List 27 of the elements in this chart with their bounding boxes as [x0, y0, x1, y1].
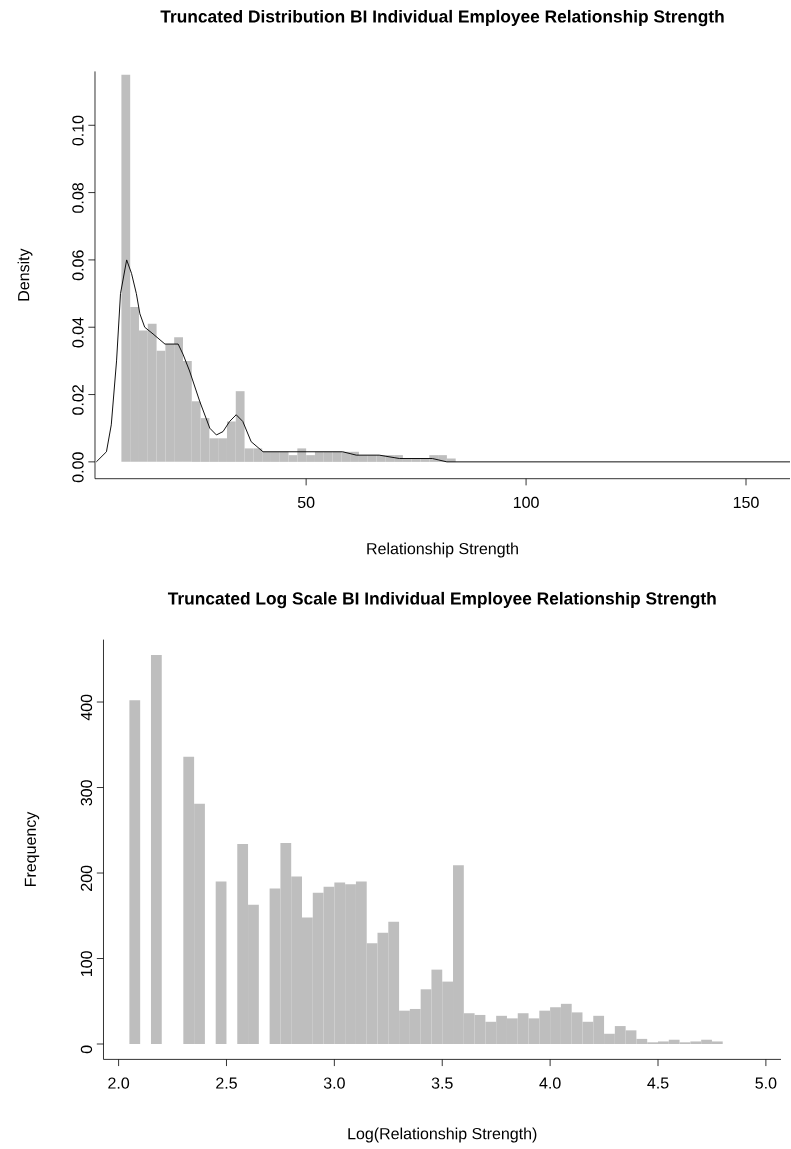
x-tick-label: 150 [733, 496, 759, 509]
y-axis-title: Frequency [24, 811, 40, 886]
y-tick-label: 0.04 [72, 317, 84, 348]
x-tick-label: 3.5 [431, 1077, 453, 1089]
x-tick-label: 3.0 [323, 1077, 345, 1089]
x-axis-title: Relationship Strength [367, 542, 518, 558]
y-tick-label: 0.00 [72, 452, 84, 483]
y-tick-label: 0 [80, 1045, 93, 1054]
chart-title: Truncated Log Scale BI Individual Employee Relationship Strength [167, 591, 716, 609]
y-axis-title: Density [17, 248, 33, 301]
x-tick-label: 5.0 [755, 1077, 777, 1089]
x-tick-label: 2.5 [216, 1077, 237, 1089]
y-tick-label: 300 [80, 780, 93, 806]
y-tick-label: 0.02 [72, 385, 84, 415]
y-tick-label: 100 [80, 951, 93, 976]
y-tick-label: 0.06 [72, 250, 84, 281]
y-tick-label: 0.08 [72, 183, 84, 213]
y-tick-label: 200 [80, 865, 93, 891]
x-axis-title: Log(Relationship Strength) [348, 1127, 537, 1143]
y-tick-label: 0.10 [72, 115, 84, 146]
y-tick-label: 400 [80, 694, 93, 721]
chart-title: Truncated Distribution BI Individual Employee Relationship Strength [160, 9, 724, 27]
x-tick-label: 2.0 [108, 1077, 130, 1089]
x-tick-label: 4.5 [647, 1077, 669, 1089]
x-tick-label: 4.0 [539, 1077, 561, 1089]
x-tick-label: 50 [297, 496, 315, 509]
x-tick-label: 100 [513, 496, 539, 509]
